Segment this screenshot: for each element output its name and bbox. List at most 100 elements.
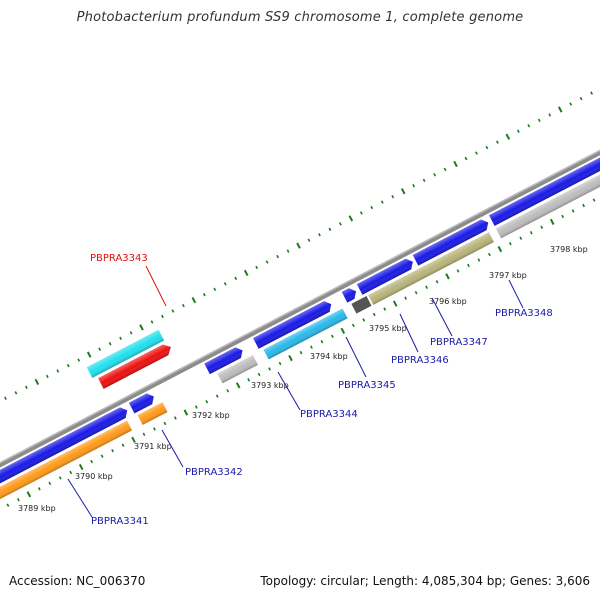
minor-tick <box>569 102 573 106</box>
minor-tick <box>456 269 460 273</box>
minor-tick <box>548 113 552 117</box>
minor-tick <box>383 307 387 311</box>
leader-lines <box>67 265 524 518</box>
major-tick <box>497 245 503 253</box>
minor-tick <box>108 342 112 346</box>
minor-tick <box>519 236 523 240</box>
minor-tick <box>205 399 209 404</box>
gene-PBPRA3343[interactable] <box>86 328 174 391</box>
accession-text: Accession: NC_006370 <box>9 574 146 588</box>
kbp-label: 3798 kbp <box>550 245 588 254</box>
minor-tick <box>90 459 94 464</box>
minor-tick <box>24 385 28 390</box>
gene-PBPRA3345[interactable] <box>253 295 348 361</box>
major-tick <box>34 378 40 386</box>
leader-line <box>277 371 301 411</box>
major-tick <box>400 188 406 195</box>
major-tick <box>296 242 301 249</box>
gene-label-PBPRA3342[interactable]: PBPRA3342 <box>185 467 243 478</box>
gene-label-PBPRA3347[interactable]: PBPRA3347 <box>430 337 488 348</box>
minor-tick <box>213 287 217 291</box>
minor-tick <box>579 96 583 101</box>
minor-tick <box>129 331 133 335</box>
kbp-label: 3795 kbp <box>369 324 407 333</box>
gene-label-PBPRA3343[interactable]: PBPRA3343 <box>90 253 148 264</box>
minor-tick <box>477 258 481 262</box>
minor-tick <box>48 481 52 486</box>
minor-tick <box>171 309 175 313</box>
leader-line <box>508 279 524 309</box>
gene-label-PBPRA3346[interactable]: PBPRA3346 <box>391 355 449 366</box>
minor-tick <box>516 129 520 133</box>
minor-tick <box>121 443 125 447</box>
minor-tick <box>391 194 395 199</box>
major-tick <box>26 491 32 498</box>
minor-tick <box>299 350 303 355</box>
gene-PBPRA3347[interactable] <box>356 252 431 307</box>
major-tick <box>557 106 563 113</box>
kbp-label: 3796 kbp <box>429 297 467 306</box>
minor-tick <box>286 249 290 253</box>
minor-tick <box>37 487 41 491</box>
major-tick <box>288 354 293 362</box>
minor-tick <box>215 394 219 398</box>
gene-PBPRA3341[interactable] <box>0 405 136 514</box>
minor-tick <box>487 252 491 257</box>
minor-tick <box>338 222 342 226</box>
gene-label-PBPRA3344[interactable]: PBPRA3344 <box>300 409 358 420</box>
major-tick <box>453 160 458 168</box>
major-tick <box>505 133 511 140</box>
minor-tick <box>173 416 177 420</box>
minor-tick <box>265 260 269 264</box>
kbp-scale: 3789 kbp 3790 kbp 3791 kbp 3792 kbp 3793… <box>18 245 588 513</box>
minor-tick <box>276 254 280 259</box>
genome-backbone-highlight <box>0 105 600 486</box>
minor-tick <box>527 124 531 128</box>
gene-label-PBPRA3348[interactable]: PBPRA3348 <box>495 308 553 319</box>
minor-tick <box>16 498 20 502</box>
major-tick <box>183 409 189 416</box>
kbp-label: 3794 kbp <box>310 352 348 361</box>
minor-tick <box>257 372 261 377</box>
genome-summary-text: Topology: circular; Length: 4,085,304 bp… <box>260 574 590 588</box>
minor-tick <box>153 427 156 431</box>
kbp-label: 3789 kbp <box>18 504 56 513</box>
minor-tick <box>6 503 10 507</box>
minor-tick <box>582 203 585 208</box>
major-tick <box>340 327 346 334</box>
minor-tick <box>66 363 70 368</box>
major-tick <box>139 324 144 331</box>
minor-tick <box>433 173 437 177</box>
minor-tick <box>485 145 489 150</box>
major-tick <box>549 218 555 225</box>
minor-tick <box>475 151 478 155</box>
gene-PBPRA3348[interactable] <box>412 217 498 278</box>
major-tick <box>78 463 84 471</box>
minor-tick <box>181 303 185 308</box>
gene-label-PBPRA3341[interactable]: PBPRA3341 <box>91 516 149 527</box>
minor-tick <box>255 265 259 270</box>
minor-tick <box>223 282 227 286</box>
gene-next[interactable] <box>489 139 600 239</box>
minor-tick <box>435 280 439 284</box>
major-tick <box>235 382 241 389</box>
minor-tick <box>14 391 18 395</box>
major-tick <box>348 215 354 222</box>
major-tick <box>86 351 92 358</box>
gene-PBPRA3342[interactable] <box>128 389 168 426</box>
gene-PBPRA3346[interactable] <box>341 283 372 315</box>
cds-PBPRA3346-dark[interactable] <box>351 296 372 314</box>
minor-tick <box>592 198 596 202</box>
major-tick <box>445 273 450 280</box>
leader-line <box>67 478 93 518</box>
minor-tick <box>330 334 334 338</box>
minor-tick <box>98 347 102 351</box>
leader-line <box>145 265 167 307</box>
gene-label-PBPRA3345[interactable]: PBPRA3345 <box>338 380 396 391</box>
minor-tick <box>412 184 416 188</box>
minor-tick <box>111 449 114 453</box>
minor-tick <box>310 345 313 349</box>
gene-PBPRA3344[interactable] <box>204 342 258 387</box>
major-tick <box>243 269 249 277</box>
